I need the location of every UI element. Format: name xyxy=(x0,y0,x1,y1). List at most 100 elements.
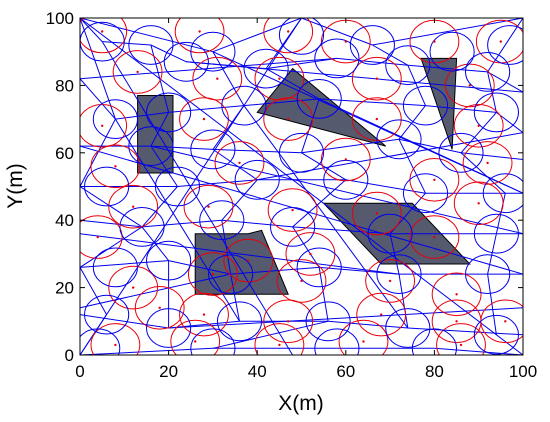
blue-circle xyxy=(199,200,245,241)
red-point xyxy=(278,77,281,80)
blue-edge xyxy=(221,179,258,221)
blue-circle xyxy=(487,25,523,65)
red-circle xyxy=(254,56,305,101)
red-circle xyxy=(174,18,225,54)
red-point xyxy=(477,202,480,205)
blue-circle xyxy=(243,48,289,89)
blue-edge xyxy=(389,233,400,275)
blue-circle xyxy=(146,308,192,348)
red-point xyxy=(101,30,104,33)
blue-circle xyxy=(216,301,263,342)
blue-edge xyxy=(80,18,523,355)
blue-edge xyxy=(150,145,178,187)
blue-edge xyxy=(243,98,320,107)
y-axis-label: Y(m) xyxy=(4,163,27,209)
red-circle xyxy=(431,272,482,317)
blue-circle xyxy=(208,254,254,295)
blue-circle xyxy=(438,132,484,173)
blue-circle xyxy=(349,25,395,65)
red-point xyxy=(433,178,436,181)
red-point xyxy=(300,279,303,283)
blue-edge xyxy=(372,18,523,46)
blue-edge xyxy=(221,219,293,228)
red-circle xyxy=(320,137,371,182)
blue-circle xyxy=(234,159,280,200)
blue-edge xyxy=(141,226,169,261)
plot-frame xyxy=(79,17,524,356)
blue-circle xyxy=(128,126,174,167)
blue-edge xyxy=(434,347,523,355)
red-circle xyxy=(263,18,314,54)
red-point xyxy=(247,259,250,262)
red-point xyxy=(380,313,383,316)
blue-circle xyxy=(92,99,139,139)
plot-area xyxy=(80,18,523,355)
blue-edge xyxy=(141,186,178,228)
blue-edge xyxy=(80,18,214,53)
red-point xyxy=(455,293,458,296)
red-circle xyxy=(263,299,314,344)
blue-edge xyxy=(80,145,523,275)
blue-edge xyxy=(102,41,151,46)
red-point xyxy=(114,343,117,347)
blue-edge xyxy=(80,118,116,187)
red-circle xyxy=(254,323,305,355)
blue-circle xyxy=(402,173,449,214)
blue-edge xyxy=(80,18,103,42)
blue-edge xyxy=(80,260,169,268)
blue-circle xyxy=(465,52,511,92)
blue-edge xyxy=(265,68,320,100)
red-circle xyxy=(409,215,460,259)
blue-circle xyxy=(385,308,431,348)
blue-circles xyxy=(80,18,523,355)
red-point xyxy=(486,161,489,165)
blue-circle xyxy=(314,38,360,79)
blue-circle xyxy=(376,119,422,160)
red-point xyxy=(211,272,215,276)
red-point xyxy=(198,30,201,33)
blue-circle xyxy=(92,247,139,288)
blue-edge xyxy=(230,274,240,322)
blue-edge xyxy=(301,18,373,46)
blue-edge xyxy=(186,61,523,93)
blue-circle xyxy=(402,85,449,126)
red-point xyxy=(375,77,378,80)
blue-edge xyxy=(243,105,409,329)
obstacle-4 xyxy=(194,229,289,295)
red-points xyxy=(96,30,507,347)
x-tick-label: 0 xyxy=(75,362,84,381)
x-tick-label: 80 xyxy=(425,362,444,381)
red-point xyxy=(499,40,502,43)
x-tick-label: 40 xyxy=(248,362,267,381)
blue-edge xyxy=(101,41,294,355)
blue-edge xyxy=(80,18,116,120)
red-circle xyxy=(188,252,238,296)
red-point xyxy=(202,117,206,121)
blue-edge xyxy=(221,220,232,275)
x-tick-label: 60 xyxy=(336,362,355,381)
red-point xyxy=(287,320,290,323)
red-circle xyxy=(356,292,407,337)
red-point xyxy=(477,124,480,128)
red-point xyxy=(132,205,135,208)
red-point xyxy=(132,286,135,289)
obstacle-3 xyxy=(420,57,458,150)
red-circle xyxy=(276,259,327,303)
red-point xyxy=(344,40,347,43)
red-circle xyxy=(80,215,123,259)
blue-edge xyxy=(425,105,497,113)
blue-circle xyxy=(190,129,236,170)
blue-edge xyxy=(114,118,240,322)
blue-edge xyxy=(80,186,143,228)
blue-circle xyxy=(385,45,431,86)
blue-edge xyxy=(177,179,258,187)
blue-circle xyxy=(128,25,174,65)
red-circle xyxy=(134,286,185,330)
red-circle xyxy=(214,141,265,185)
red-circle xyxy=(444,63,495,108)
red-point xyxy=(96,235,99,239)
blue-circle xyxy=(190,328,236,355)
red-circle xyxy=(365,259,416,303)
blue-circle xyxy=(482,173,523,214)
blue-edge xyxy=(150,44,187,63)
